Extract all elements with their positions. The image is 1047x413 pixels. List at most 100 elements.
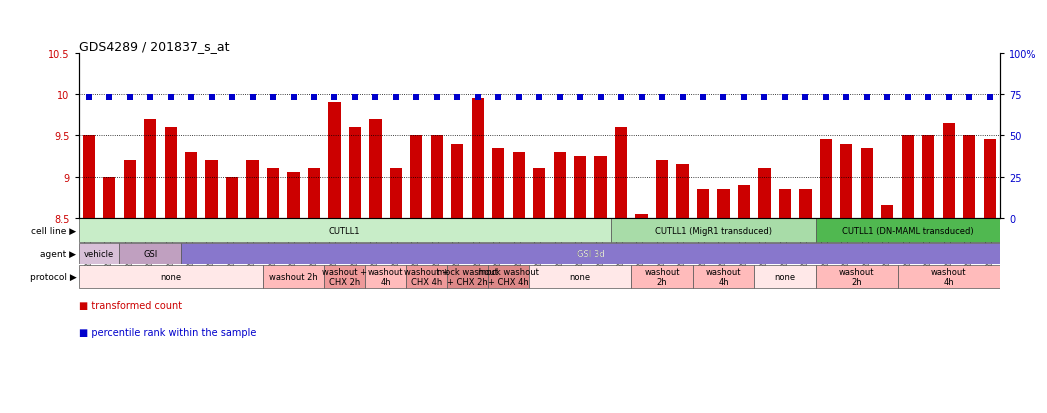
Bar [103,177,115,218]
Bar [636,214,648,218]
Point [674,94,691,101]
Bar [79,219,610,242]
Bar [451,144,464,218]
Text: washout
2h: washout 2h [839,267,874,287]
Bar [406,265,447,289]
Bar [83,136,95,218]
Point [162,94,179,101]
Point [694,94,711,101]
Text: washout
4h: washout 4h [931,267,966,287]
Bar [410,136,423,218]
Bar [267,169,280,218]
Bar [816,265,897,289]
Point [981,94,998,101]
Text: CUTLL1 (MigR1 transduced): CUTLL1 (MigR1 transduced) [654,226,772,235]
Bar [676,165,689,218]
Point [285,94,302,101]
Point [428,94,445,101]
Bar [325,265,365,289]
Text: GDS4289 / 201837_s_at: GDS4289 / 201837_s_at [79,40,229,52]
Bar [738,185,750,218]
Point [265,94,282,101]
Text: washout +
CHX 4h: washout + CHX 4h [404,267,449,287]
Bar [513,152,525,218]
Bar [430,136,443,218]
Point [797,94,814,101]
Bar [365,265,406,289]
Bar [287,173,299,218]
Text: vehicle: vehicle [84,249,114,258]
Bar [610,219,816,242]
Text: washout 2h: washout 2h [269,272,318,281]
Text: ■ transformed count: ■ transformed count [79,301,181,311]
Point [531,94,548,101]
Bar [119,243,181,264]
Point [367,94,384,101]
Text: protocol ▶: protocol ▶ [29,272,76,281]
Bar [983,140,996,218]
Point [818,94,834,101]
Bar [488,265,529,289]
Text: cell line ▶: cell line ▶ [31,226,76,235]
Point [408,94,425,101]
Text: CUTLL1: CUTLL1 [329,226,360,235]
Point [101,94,117,101]
Bar [840,144,852,218]
Point [838,94,854,101]
Bar [799,190,811,218]
Text: washout +
CHX 2h: washout + CHX 2h [322,267,367,287]
Bar [79,243,119,264]
Bar [779,190,792,218]
Bar [615,128,627,218]
Point [347,94,363,101]
Point [940,94,957,101]
Text: GSI: GSI [143,249,157,258]
Bar [226,177,239,218]
Point [736,94,753,101]
Bar [574,157,586,218]
Point [859,94,875,101]
Point [653,94,670,101]
Point [81,94,97,101]
Bar [144,119,156,218]
Bar [124,161,136,218]
Bar [205,161,218,218]
Bar [492,148,505,218]
Point [306,94,322,101]
Text: none: none [160,272,181,281]
Point [777,94,794,101]
Bar [389,169,402,218]
Point [899,94,916,101]
Bar [697,190,709,218]
Point [715,94,732,101]
Bar [901,136,914,218]
Text: mock washout
+ CHX 4h: mock washout + CHX 4h [478,267,539,287]
Point [490,94,507,101]
Point [510,94,527,101]
Bar [79,265,263,289]
Bar [447,265,488,289]
Bar [529,265,631,289]
Bar [329,103,340,218]
Bar [758,169,771,218]
Bar [816,219,1000,242]
Point [593,94,609,101]
Point [878,94,895,101]
Bar [942,123,955,218]
Bar [922,136,934,218]
Text: none: none [775,272,796,281]
Bar [655,161,668,218]
Bar [631,265,693,289]
Bar [185,152,197,218]
Point [449,94,466,101]
Text: GSI 3d: GSI 3d [577,249,604,258]
Bar [693,265,754,289]
Point [183,94,200,101]
Point [387,94,404,101]
Bar [164,128,177,218]
Point [121,94,138,101]
Bar [595,157,607,218]
Bar [246,161,259,218]
Point [326,94,342,101]
Point [920,94,937,101]
